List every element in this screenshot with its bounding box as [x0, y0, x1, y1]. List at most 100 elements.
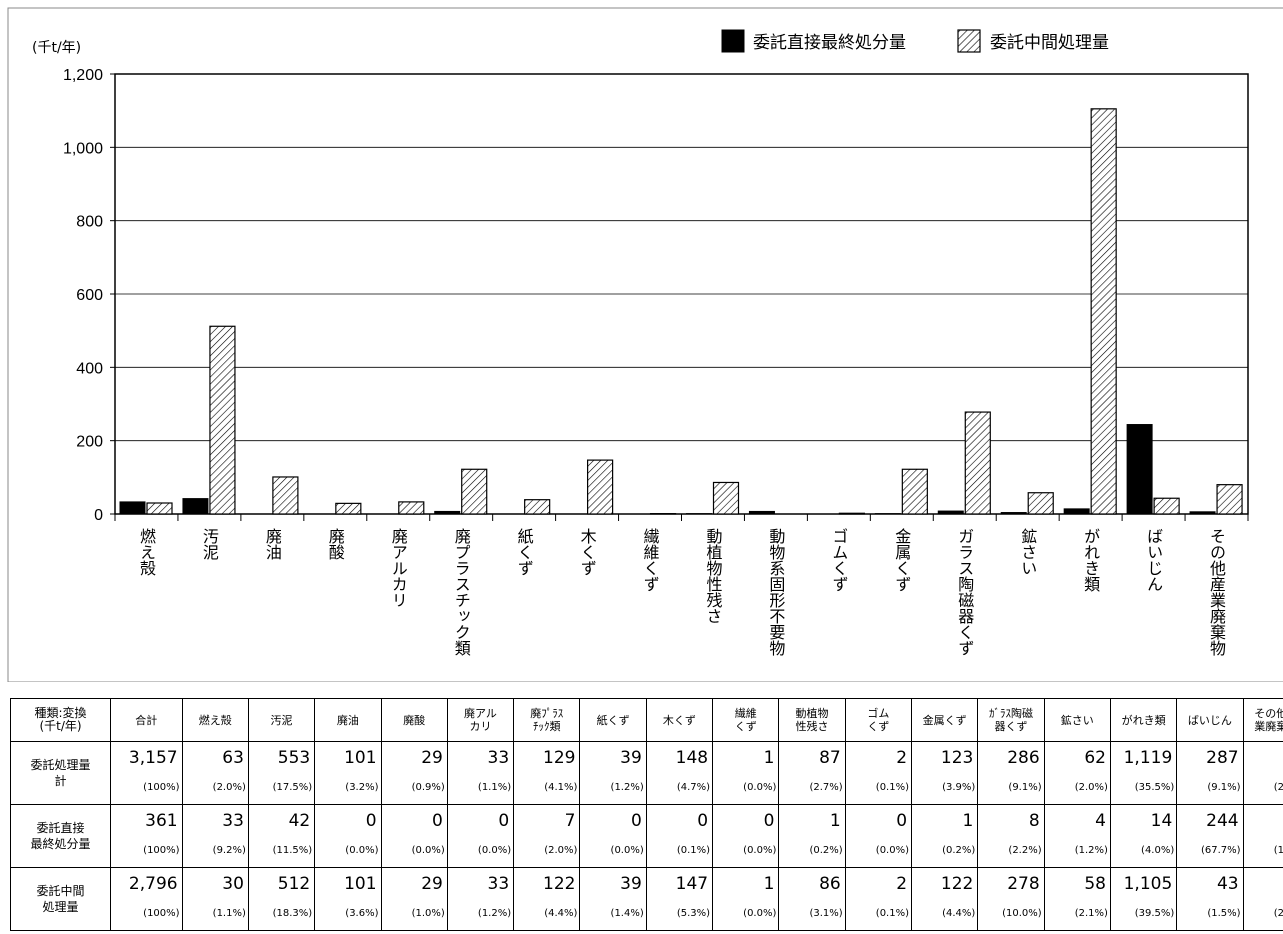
unit-label: (千t/年): [32, 40, 81, 56]
cell-percentage: (0.1%): [875, 908, 910, 919]
cell-value: 14: [1150, 811, 1173, 831]
table-cell: 0 (0.0%): [380, 804, 448, 868]
table-column-header: 廃油: [314, 698, 382, 742]
cell-percentage: (2.2%): [1008, 845, 1042, 856]
cell-percentage: (0.0%): [743, 845, 777, 856]
table-corner-header: 種類:変換 (千t/年): [10, 698, 111, 742]
cell-value: 2,796: [128, 874, 178, 894]
x-category-label: 繊維くず: [641, 528, 660, 592]
table-cell: 361 (100%): [110, 804, 183, 868]
x-category-label: 動植物性残さ: [703, 528, 722, 624]
cell-value: 29: [421, 748, 443, 768]
table-column-header: 廃ﾌﾟﾗｽ ﾁｯｸ類: [513, 698, 581, 742]
bar-intermediate-treatment: [712, 481, 740, 515]
table-cell: 8 (2.2%): [977, 804, 1045, 868]
x-category-label: 紙くず: [515, 528, 534, 576]
table-cell: 147 (5.3%): [645, 867, 714, 931]
table-cell: 63 (2.0%): [181, 741, 249, 805]
table-row: 委託直接 最終処分量 361 (100%) 33 (9.2%) 42 (11.5%) 0 (0.…: [10, 804, 1283, 868]
cell-percentage: (4.0%): [1141, 845, 1175, 856]
x-category-label: 鉱さい: [1018, 528, 1037, 576]
table-column-header: がれき類: [1109, 698, 1178, 742]
table-cell: 30 (1.1%): [181, 867, 249, 931]
cell-value: 286: [1007, 748, 1040, 768]
cell-percentage: (39.5%): [1134, 908, 1175, 919]
table-cell: 148 (4.7%): [645, 741, 714, 805]
cell-percentage: (2.0%): [212, 782, 246, 793]
y-tick-label: 1,200: [63, 67, 103, 84]
table-row-label: 委託処理量 計: [10, 741, 111, 805]
bar-intermediate-treatment: [335, 502, 362, 515]
cell-percentage: (0.0%): [875, 845, 910, 856]
table-row: 委託処理量 計 3,157 (100%) 63 (2.0%) 553 (17.5%) 101 (…: [10, 741, 1283, 805]
legend-swatch-intermediate-treatment: [957, 29, 981, 53]
table-cell: 39 (1.4%): [579, 867, 647, 931]
table-cell: 278 (10.0%): [977, 867, 1045, 931]
table-cell: 1 (0.2%): [911, 804, 979, 868]
cell-percentage: (3.9%): [942, 782, 976, 793]
bar-intermediate-treatment: [146, 502, 173, 515]
data-table-container: 種類:変換 (千t/年) 合計 燃え殻 汚泥 廃油 廃酸 廃アル カリ 廃ﾌﾟﾗｽ ﾁｯｸ類紙…: [10, 698, 1283, 934]
cell-value: 0: [365, 811, 377, 831]
bar-intermediate-treatment: [901, 468, 928, 515]
cell-value: 0: [432, 811, 443, 831]
cell-percentage: (1.1%): [477, 782, 512, 793]
cell-value: 33: [222, 811, 244, 831]
cell-value: 1: [763, 748, 775, 768]
table-row-label: 委託中間 処理量: [10, 867, 111, 931]
cell-value: 42: [288, 811, 311, 831]
cell-percentage: (1.7%): [1273, 845, 1283, 856]
x-category-label: 廃酸: [326, 528, 345, 560]
cell-percentage: (18.3%): [272, 908, 313, 919]
cell-value: 1: [962, 811, 974, 831]
table-row-label: 委託直接 最終処分量: [10, 804, 111, 868]
cell-value: 86: [819, 874, 841, 894]
cell-value: 30: [222, 874, 244, 894]
cell-percentage: (2.0%): [544, 845, 578, 856]
table-column-header: 繊維 くず: [712, 698, 780, 742]
x-category-label: 汚泥: [200, 528, 219, 561]
cell-value: 1,105: [1123, 874, 1173, 894]
table-cell: 1,119 (35.5%): [1109, 741, 1178, 805]
cell-value: 122: [543, 874, 576, 894]
legend-swatch-direct-final-disposal: [721, 29, 745, 53]
cell-percentage: (100%): [143, 782, 180, 793]
x-category-label: その他産業廃棄物: [1207, 528, 1226, 657]
y-tick-label: 600: [76, 287, 103, 304]
cell-percentage: (100%): [143, 845, 180, 856]
y-tick-label: 400: [76, 360, 103, 377]
x-category-label: 金属くず: [892, 528, 911, 592]
table-cell: 58 (2.1%): [1043, 867, 1111, 931]
cell-value: 39: [620, 748, 642, 768]
table-column-header: ばいじん: [1176, 698, 1244, 742]
bar-intermediate-treatment: [209, 325, 236, 515]
bar-direct-final-disposal: [1000, 512, 1027, 515]
table-cell: 33 (1.1%): [446, 741, 515, 805]
table-cell: 33 (9.2%): [181, 804, 249, 868]
cell-value: 147: [675, 874, 709, 894]
bar-direct-final-disposal: [937, 510, 964, 515]
cell-percentage: (3.6%): [345, 908, 379, 919]
y-tick-label: 0: [94, 507, 103, 524]
cell-percentage: (1.2%): [610, 782, 644, 793]
bar-intermediate-treatment: [1090, 108, 1117, 515]
table-cell: 0 (0.1%): [645, 804, 714, 868]
chart-frame: [7, 7, 1283, 682]
table-cell: 1 (0.0%): [712, 741, 780, 805]
table-cell: 1,105 (39.5%): [1109, 867, 1178, 931]
cell-percentage: (2.7%): [1273, 782, 1283, 793]
table-cell: 0 (0.0%): [446, 804, 515, 868]
cell-value: 101: [344, 748, 377, 768]
table-cell: 7 (2.0%): [513, 804, 581, 868]
cell-value: 101: [344, 874, 377, 894]
cell-percentage: (0.9%): [411, 782, 445, 793]
table-cell: 101 (3.2%): [314, 741, 382, 805]
cell-value: 4: [1095, 811, 1106, 831]
table-column-header: 鉱さい: [1043, 698, 1111, 742]
table-cell: 4 (1.2%): [1043, 804, 1111, 868]
cell-value: 0: [630, 811, 642, 831]
cell-value: 123: [940, 748, 974, 768]
bar-intermediate-treatment: [587, 459, 614, 515]
bar-intermediate-treatment: [461, 468, 488, 515]
cell-percentage: (5.3%): [676, 908, 711, 919]
